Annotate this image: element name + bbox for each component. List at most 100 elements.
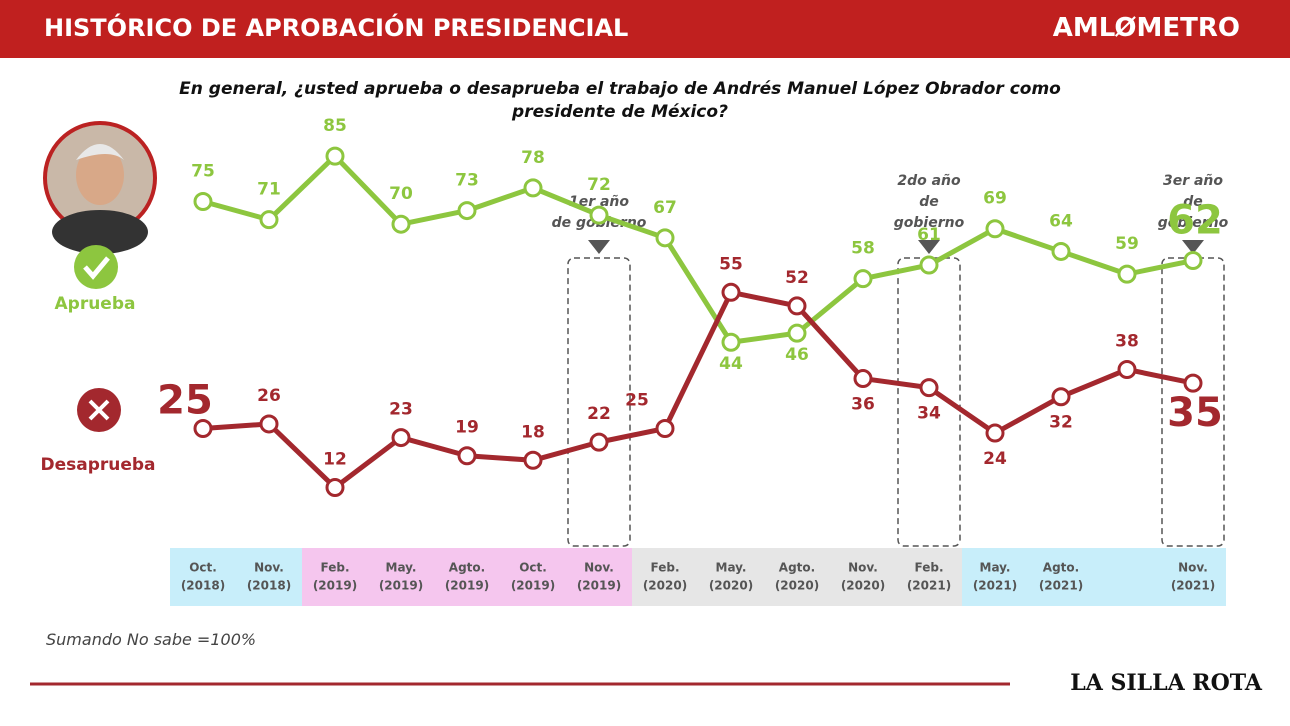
annotation-arrow xyxy=(1182,240,1204,254)
data-point xyxy=(787,323,807,343)
value-label: 26 xyxy=(257,386,281,406)
x-tick-label: (2020) xyxy=(643,579,687,593)
header-bar xyxy=(0,0,1290,58)
x-tick-label: Nov. xyxy=(848,561,878,575)
data-point xyxy=(259,414,279,434)
value-label: 67 xyxy=(653,198,677,218)
data-point xyxy=(193,192,213,211)
x-tick-label: Agto. xyxy=(779,561,815,575)
annotation: gobierno xyxy=(894,215,965,231)
annotation-arrow xyxy=(918,240,940,254)
value-label: 55 xyxy=(719,254,743,274)
value-label: 85 xyxy=(323,116,347,136)
annotation: 1er año xyxy=(569,194,629,210)
x-tick-label: Nov. xyxy=(584,561,614,575)
series-line xyxy=(202,153,1194,345)
x-tick-label: (2021) xyxy=(1039,579,1083,593)
x-tick-label: Feb. xyxy=(651,561,680,575)
value-label: 71 xyxy=(257,180,281,200)
data-point xyxy=(193,419,213,438)
value-label: 12 xyxy=(323,450,347,470)
data-point xyxy=(721,282,741,302)
x-tick-label: (2018) xyxy=(181,579,225,593)
value-label: 19 xyxy=(455,418,479,438)
data-point xyxy=(457,446,477,466)
data-point xyxy=(853,269,873,289)
data-point xyxy=(259,210,279,230)
data-point xyxy=(589,432,609,452)
approve-icon xyxy=(74,245,118,289)
value-label: 78 xyxy=(521,148,545,168)
value-label: 72 xyxy=(587,175,611,195)
x-tick-label: Feb. xyxy=(321,561,350,575)
value-label: 46 xyxy=(785,345,809,365)
data-point xyxy=(721,332,741,352)
data-point xyxy=(391,428,411,448)
x-tick-label: Nov. xyxy=(1178,561,1208,575)
data-point xyxy=(919,378,939,398)
value-label: 70 xyxy=(389,184,413,204)
period-band xyxy=(962,548,1226,606)
value-label: 36 xyxy=(851,395,875,415)
value-label: 64 xyxy=(1049,211,1073,231)
value-label: 35 xyxy=(1167,390,1223,436)
x-tick-label: (2020) xyxy=(775,579,819,593)
data-point xyxy=(1051,241,1071,261)
annotation: de xyxy=(919,194,939,210)
data-point xyxy=(457,201,477,221)
x-tick-label: (2021) xyxy=(1171,579,1215,593)
data-point xyxy=(1183,373,1203,393)
x-tick-label: Nov. xyxy=(254,561,284,575)
x-tick-label: (2020) xyxy=(709,579,753,593)
value-label: 25 xyxy=(625,391,649,411)
data-point xyxy=(985,423,1005,443)
x-tick-label: (2021) xyxy=(973,579,1017,593)
x-tick-label: (2021) xyxy=(907,579,951,593)
value-label: 44 xyxy=(719,354,743,374)
x-tick-label: (2020) xyxy=(841,579,885,593)
data-point xyxy=(325,146,345,166)
value-label: 75 xyxy=(191,162,215,182)
x-tick-label: (2019) xyxy=(511,579,555,593)
data-point xyxy=(919,255,939,275)
value-label: 59 xyxy=(1115,234,1139,254)
annotation: de xyxy=(1183,194,1203,210)
period-band xyxy=(302,548,632,606)
annotation: gobierno xyxy=(1158,215,1229,231)
data-point xyxy=(1051,387,1071,407)
legend-label: Aprueba xyxy=(55,294,136,314)
x-tick-label: (2019) xyxy=(445,579,489,593)
series-line xyxy=(202,289,1194,491)
data-point xyxy=(985,219,1005,239)
annotation-arrow xyxy=(588,240,610,254)
data-point xyxy=(589,205,609,225)
value-label: 69 xyxy=(983,189,1007,209)
disapprove-icon xyxy=(77,388,121,432)
value-label: 24 xyxy=(983,449,1007,469)
x-tick-label: May. xyxy=(716,561,747,575)
period-band xyxy=(632,548,962,606)
data-point xyxy=(853,369,873,389)
brand: AMLØMETRO xyxy=(1052,13,1240,43)
value-label: 73 xyxy=(455,171,479,191)
value-label: 32 xyxy=(1049,413,1073,433)
legend-label: Desaprueba xyxy=(40,455,155,475)
value-label: 18 xyxy=(521,422,545,442)
title: HISTÓRICO DE APROBACIÓN PRESIDENCIAL xyxy=(44,14,629,42)
value-label: 25 xyxy=(157,378,213,424)
question: En general, ¿usted aprueba o desaprueba … xyxy=(179,79,1061,122)
data-point xyxy=(523,450,543,470)
data-point xyxy=(391,214,411,234)
value-label: 52 xyxy=(785,268,809,288)
data-point xyxy=(787,296,807,316)
x-tick-label: (2019) xyxy=(379,579,423,593)
data-point xyxy=(523,178,543,198)
value-label: 22 xyxy=(587,404,611,424)
data-point xyxy=(1117,264,1137,284)
x-tick-label: Oct. xyxy=(189,561,217,575)
data-point xyxy=(1183,251,1203,271)
x-tick-label: Agto. xyxy=(449,561,485,575)
value-label: 61 xyxy=(917,225,941,245)
